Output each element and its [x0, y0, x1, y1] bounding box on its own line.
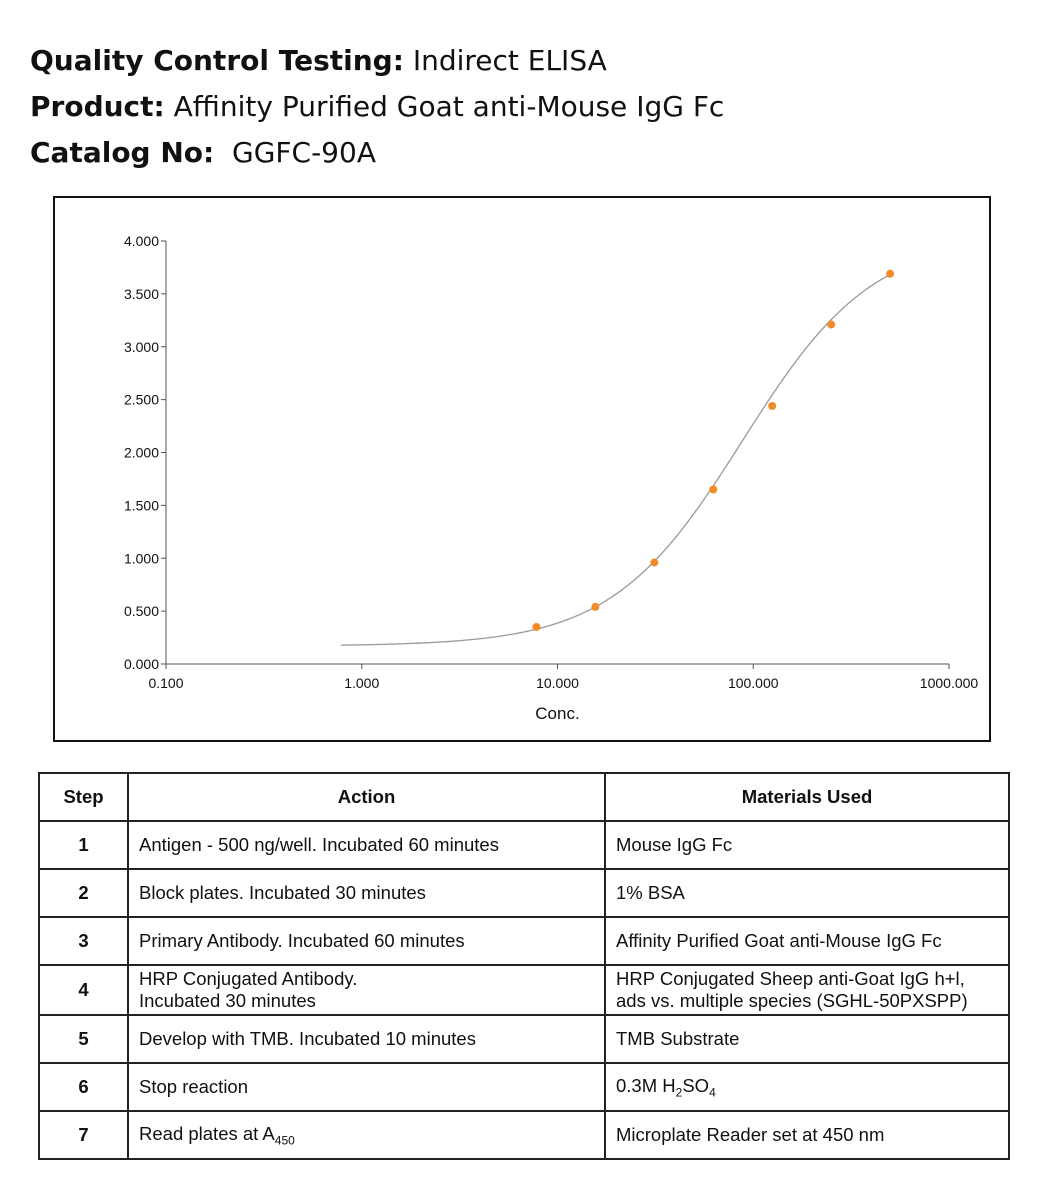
materials-text: 0.3M H — [616, 1074, 676, 1096]
action-cell: Stop reaction — [127, 1062, 606, 1112]
table-header-row: Step Action Materials Used — [38, 772, 1010, 822]
header-action: Action — [127, 772, 606, 822]
materials-text-2: SO — [682, 1074, 710, 1096]
action-cell: Read plates at A450 — [127, 1110, 606, 1160]
data-point — [532, 622, 541, 631]
product-label: Product: — [30, 90, 165, 123]
action-line-2: Incubated 30 minutes — [139, 990, 316, 1011]
table-row: 6 Stop reaction 0.3M H2SO4 — [38, 1062, 1010, 1112]
catalog-label: Catalog No: — [30, 136, 215, 169]
x-tick-label: 0.100 — [148, 675, 183, 691]
materials-cell: 1% BSA — [604, 868, 1010, 918]
y-tick-label: 0.000 — [124, 656, 159, 672]
product-line: Product: Affinity Purified Goat anti-Mou… — [30, 84, 724, 130]
data-point — [709, 485, 718, 494]
catalog-value: GGFC-90A — [232, 136, 376, 169]
table-row: 1 Antigen - 500 ng/well. Incubated 60 mi… — [38, 820, 1010, 870]
data-point — [886, 269, 895, 278]
action-cell: Develop with TMB. Incubated 10 minutes — [127, 1014, 606, 1064]
y-tick-label: 0.500 — [124, 603, 159, 619]
table-row: 2 Block plates. Incubated 30 minutes 1% … — [38, 868, 1010, 918]
catalog-line: Catalog No: GGFC-90A — [30, 130, 724, 176]
x-tick-label: 1000.000 — [920, 675, 979, 691]
step-cell: 1 — [38, 820, 129, 870]
action-line-1: HRP Conjugated Antibody. — [139, 968, 358, 989]
materials-subscript: 2 — [675, 1085, 683, 1100]
action-cell: Primary Antibody. Incubated 60 minutes — [127, 916, 606, 966]
chart-frame: 0.000 0.500 1.000 1.500 2.000 2.500 3.000 3.500… — [53, 196, 991, 742]
y-tick-label: 1.500 — [124, 497, 159, 513]
table-row: 3 Primary Antibody. Incubated 60 minutes… — [38, 916, 1010, 966]
y-tick-label: 2.000 — [124, 445, 159, 461]
data-point — [768, 401, 777, 410]
header-materials: Materials Used — [604, 772, 1010, 822]
action-cell: HRP Conjugated Antibody. Incubated 30 mi… — [127, 964, 606, 1016]
step-cell: 6 — [38, 1062, 129, 1112]
data-point — [827, 320, 836, 329]
elisa-chart: 0.000 0.500 1.000 1.500 2.000 2.500 3.000 3.500… — [124, 233, 979, 723]
qc-label: Quality Control Testing: — [30, 44, 404, 77]
action-cell: Antigen - 500 ng/well. Incubated 60 minu… — [127, 820, 606, 870]
materials-line-1: HRP Conjugated Sheep anti-Goat IgG h+l, — [616, 968, 965, 989]
qc-line: Quality Control Testing: Indirect ELISA — [30, 38, 724, 84]
action-text: Read plates at A — [139, 1122, 275, 1144]
y-tick-label: 4.000 — [124, 233, 159, 249]
table-row: 7 Read plates at A450 Microplate Reader … — [38, 1110, 1010, 1160]
y-tick-label: 3.000 — [124, 339, 159, 355]
y-tick-label: 3.500 — [124, 286, 159, 302]
materials-line-2: ads vs. multiple species (SGHL-50PXSPP) — [616, 990, 968, 1011]
materials-cell: TMB Substrate — [604, 1014, 1010, 1064]
x-tick-label: 10.000 — [536, 675, 579, 691]
materials-cell: Affinity Purified Goat anti-Mouse IgG Fc — [604, 916, 1010, 966]
protocol-table: Step Action Materials Used 1 Antigen - 5… — [38, 772, 1010, 1160]
step-cell: 3 — [38, 916, 129, 966]
action-cell: Block plates. Incubated 30 minutes — [127, 868, 606, 918]
step-cell: 7 — [38, 1110, 129, 1160]
action-subscript: 450 — [274, 1133, 295, 1148]
data-point — [591, 602, 600, 611]
y-tick-label: 1.000 — [124, 550, 159, 566]
materials-subscript-2: 4 — [709, 1085, 716, 1100]
data-point — [650, 558, 659, 567]
materials-cell: HRP Conjugated Sheep anti-Goat IgG h+l, … — [604, 964, 1010, 1016]
x-tick-label: 1.000 — [344, 675, 379, 691]
qc-value: Indirect ELISA — [412, 44, 607, 77]
step-cell: 5 — [38, 1014, 129, 1064]
table-row: 4 HRP Conjugated Antibody. Incubated 30 … — [38, 964, 1010, 1016]
materials-cell: Microplate Reader set at 450 nm — [604, 1110, 1010, 1160]
table-row: 5 Develop with TMB. Incubated 10 minutes… — [38, 1014, 1010, 1064]
step-cell: 2 — [38, 868, 129, 918]
materials-cell: Mouse IgG Fc — [604, 820, 1010, 870]
header: Quality Control Testing: Indirect ELISA … — [30, 38, 724, 176]
x-axis-label: Conc. — [535, 704, 579, 723]
product-value: Affinity Purified Goat anti-Mouse IgG Fc — [173, 90, 725, 123]
x-tick-label: 100.000 — [728, 675, 779, 691]
fit-curve — [340, 273, 891, 646]
header-step: Step — [38, 772, 129, 822]
materials-cell: 0.3M H2SO4 — [604, 1062, 1010, 1112]
step-cell: 4 — [38, 964, 129, 1016]
y-tick-label: 2.500 — [124, 392, 159, 408]
